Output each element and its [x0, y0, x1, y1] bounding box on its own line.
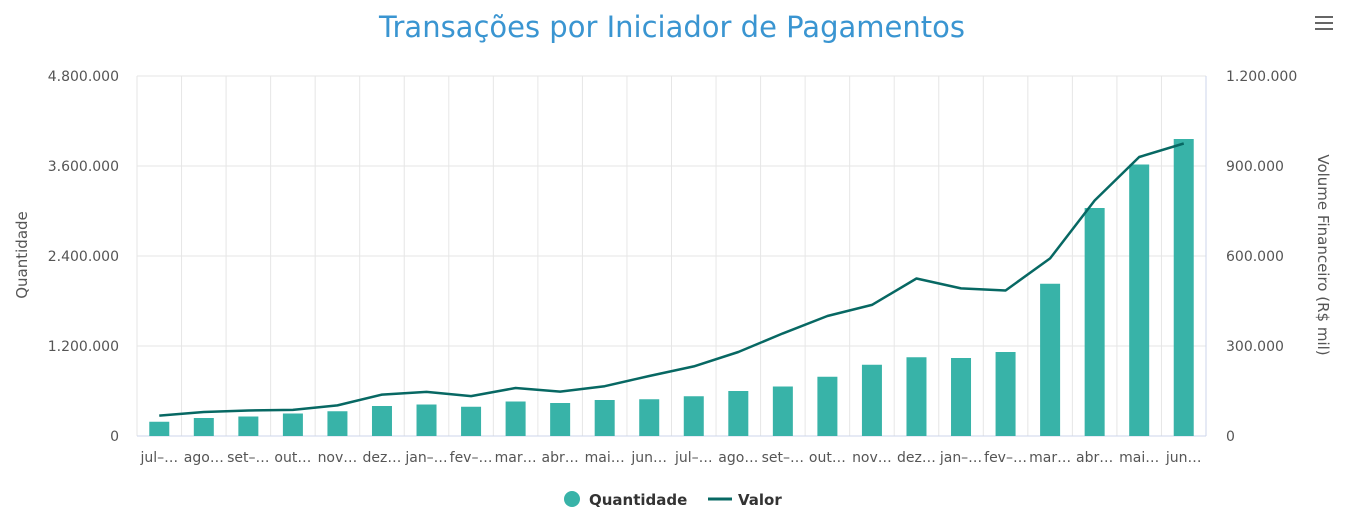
bar-quantidade — [1084, 208, 1105, 436]
x-tick-label: abr… — [542, 450, 579, 466]
left-axis-title: Quantidade — [13, 211, 31, 299]
bar-quantidade — [995, 352, 1016, 436]
legend-item-valor[interactable]: Valor — [708, 491, 782, 509]
legend: Quantidade Valor — [564, 491, 782, 509]
bar-quantidade — [238, 416, 259, 436]
left-tick-label: 0 — [110, 429, 119, 445]
x-tick-label: ago… — [718, 450, 758, 466]
bar-quantidade — [149, 421, 170, 436]
line-layer — [159, 142, 1185, 417]
bar-quantidade — [951, 358, 972, 436]
x-tick-label: jun… — [1165, 450, 1202, 466]
x-tick-label: mai… — [1119, 450, 1159, 466]
bar-quantidade — [906, 357, 927, 436]
bar-quantidade — [327, 411, 348, 436]
left-tick-label: 3.600.000 — [48, 159, 119, 175]
right-tick-label: 600.000 — [1226, 249, 1284, 265]
x-tick-label: dez… — [897, 450, 936, 466]
x-tick-label: jun… — [630, 450, 667, 466]
bar-quantidade — [683, 396, 704, 436]
bar-quantidade — [550, 403, 571, 436]
bar-quantidade — [817, 376, 838, 436]
right-tick-label: 1.200.000 — [1226, 69, 1297, 85]
bar-quantidade — [594, 400, 615, 436]
x-tick-label: mai… — [585, 450, 625, 466]
bar-quantidade — [1173, 139, 1194, 436]
line-valor — [159, 142, 1185, 417]
x-tick-label: jan–… — [939, 450, 982, 466]
hamburger-menu-icon[interactable] — [1312, 12, 1336, 34]
x-tick-label: mar… — [1029, 450, 1071, 466]
left-tick-label: 1.200.000 — [48, 339, 119, 355]
x-tick-label: set–… — [762, 450, 804, 466]
x-tick-label: dez… — [363, 450, 402, 466]
legend-valor-label: Valor — [738, 491, 782, 509]
grid-layer — [136, 75, 1207, 437]
bar-quantidade — [282, 413, 303, 436]
x-tick-label: jan–… — [404, 450, 447, 466]
legend-quantidade-marker — [564, 491, 580, 507]
bar-quantidade — [1040, 283, 1061, 436]
x-tick-label: abr… — [1076, 450, 1113, 466]
right-tick-label: 900.000 — [1226, 159, 1284, 175]
bar-quantidade — [416, 404, 437, 436]
chart-title: Transações por Iniciador de Pagamentos — [379, 10, 965, 44]
x-tick-label: nov… — [318, 450, 358, 466]
bar-quantidade — [772, 386, 793, 436]
bars-layer — [149, 139, 1194, 436]
bar-quantidade — [1129, 164, 1150, 436]
bar-quantidade — [371, 406, 392, 436]
x-tick-label: jul–… — [674, 450, 713, 466]
bar-quantidade — [728, 391, 749, 436]
bar-quantidade — [861, 364, 882, 436]
bar-quantidade — [193, 418, 214, 436]
left-tick-label: 2.400.000 — [48, 249, 119, 265]
left-axis-ticks: 0 1.200.000 2.400.000 3.600.000 4.800.000 — [48, 69, 119, 445]
x-tick-label: ago… — [184, 450, 224, 466]
bar-quantidade — [639, 399, 660, 436]
x-tick-label: out… — [274, 450, 311, 466]
bar-quantidade — [505, 401, 526, 436]
right-tick-label: 0 — [1226, 429, 1235, 445]
legend-quantidade-label: Quantidade — [589, 491, 687, 509]
x-tick-label: out… — [809, 450, 846, 466]
right-axis-ticks: 0 300.000 600.000 900.000 1.200.000 — [1226, 69, 1297, 445]
x-axis-ticks: jul–… ago… set–… out… nov… dez… jan–… fev–… mar…… — [139, 450, 1201, 466]
right-tick-label: 300.000 — [1226, 339, 1284, 355]
left-tick-label: 4.800.000 — [48, 69, 119, 85]
x-tick-label: jul–… — [139, 450, 178, 466]
legend-item-quantidade[interactable]: Quantidade — [564, 491, 687, 509]
x-tick-label: fev–… — [450, 450, 493, 466]
x-tick-label: nov… — [852, 450, 892, 466]
x-tick-label: mar… — [495, 450, 537, 466]
x-tick-label: fev–… — [984, 450, 1027, 466]
right-axis-title: Volume Financeiro (R$ mil) — [1314, 154, 1332, 355]
x-tick-label: set–… — [227, 450, 269, 466]
bar-quantidade — [461, 406, 482, 436]
